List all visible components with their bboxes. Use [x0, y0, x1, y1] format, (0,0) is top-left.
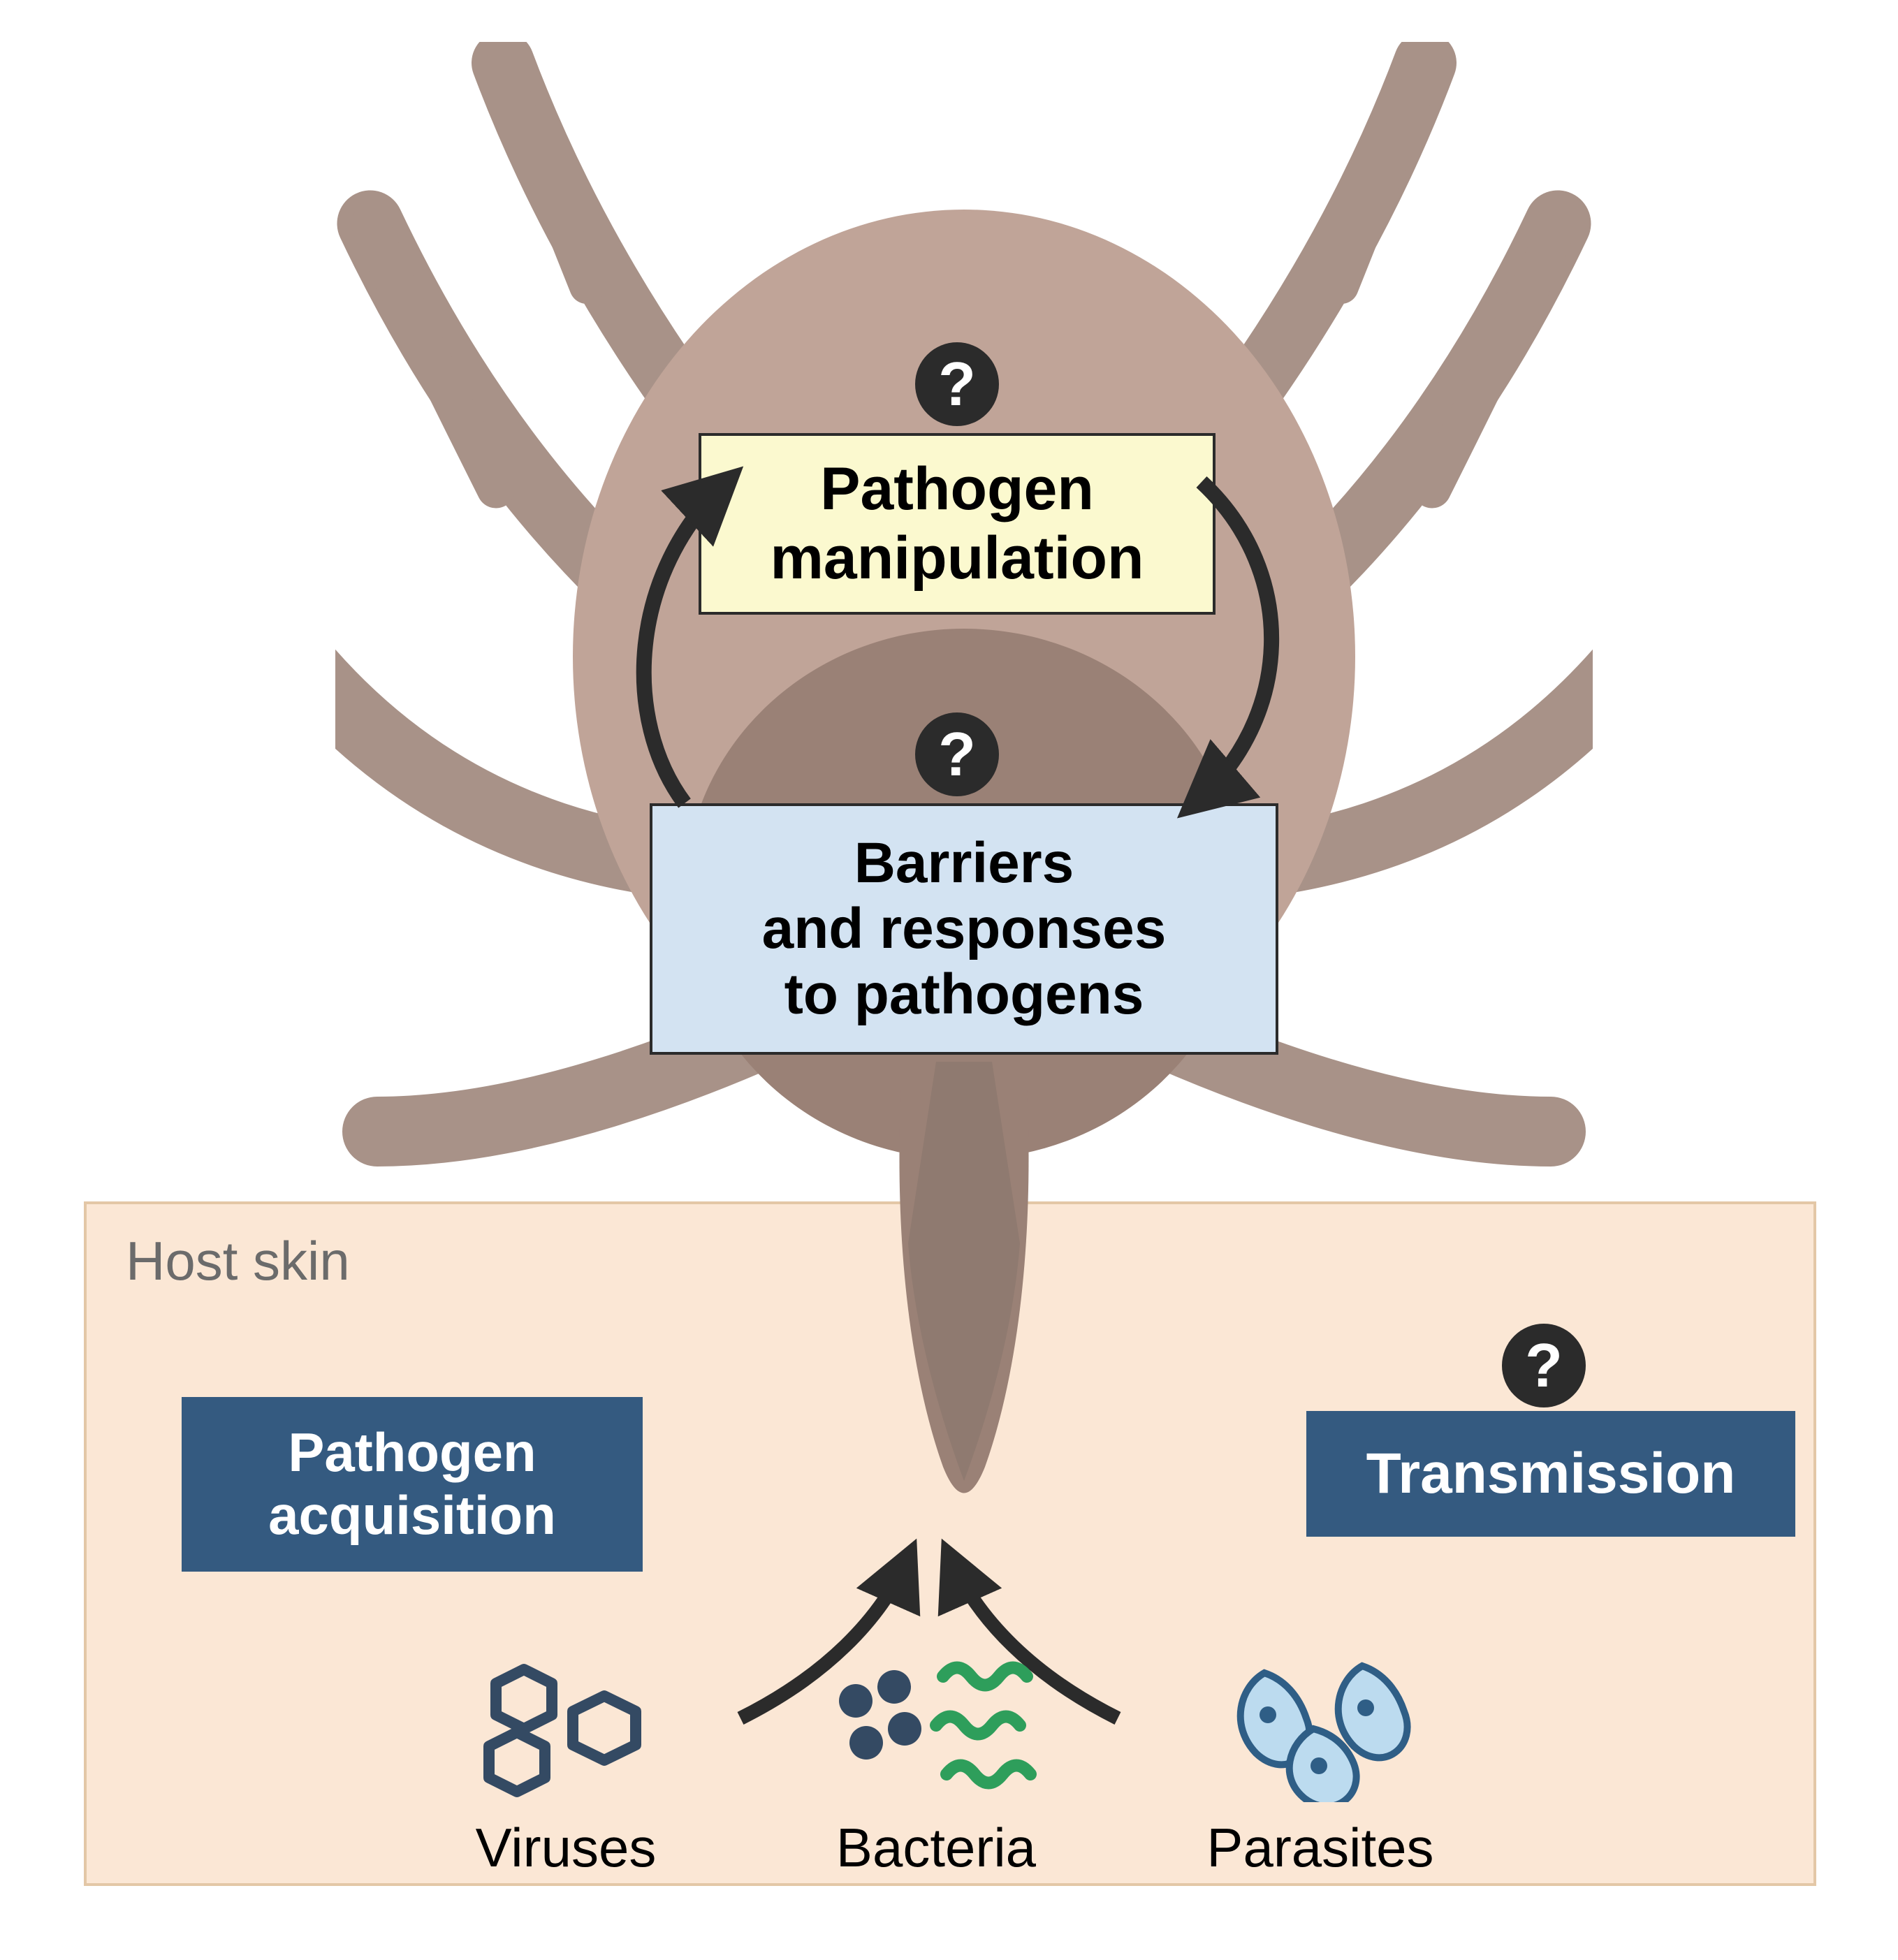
bacteria-label: Bacteria — [836, 1816, 1036, 1880]
viruses-label: Viruses — [476, 1816, 657, 1880]
question-badge-3: ? — [1502, 1324, 1586, 1407]
cycle-arrows — [594, 391, 1327, 880]
box-pathogen-acquisition-text: Pathogen acquisition — [268, 1421, 556, 1546]
parasites-label: Parasites — [1206, 1816, 1433, 1880]
pathogen-group-viruses: Viruses — [447, 1648, 685, 1880]
pathogen-group-parasites: Parasites — [1202, 1648, 1439, 1880]
bacteria-icon — [817, 1648, 1055, 1802]
host-skin-label: Host skin — [126, 1229, 350, 1293]
box-pathogen-acquisition: Pathogen acquisition — [182, 1397, 643, 1572]
parasites-icon — [1202, 1648, 1439, 1802]
pathogen-group-bacteria: Bacteria — [817, 1648, 1055, 1880]
box-transmission: Transmission — [1306, 1411, 1795, 1537]
question-glyph: ? — [1525, 1330, 1563, 1401]
diagram-canvas: Host skin — [0, 0, 1898, 1960]
box-transmission-text: Transmission — [1366, 1441, 1736, 1507]
viruses-icon — [447, 1648, 685, 1802]
